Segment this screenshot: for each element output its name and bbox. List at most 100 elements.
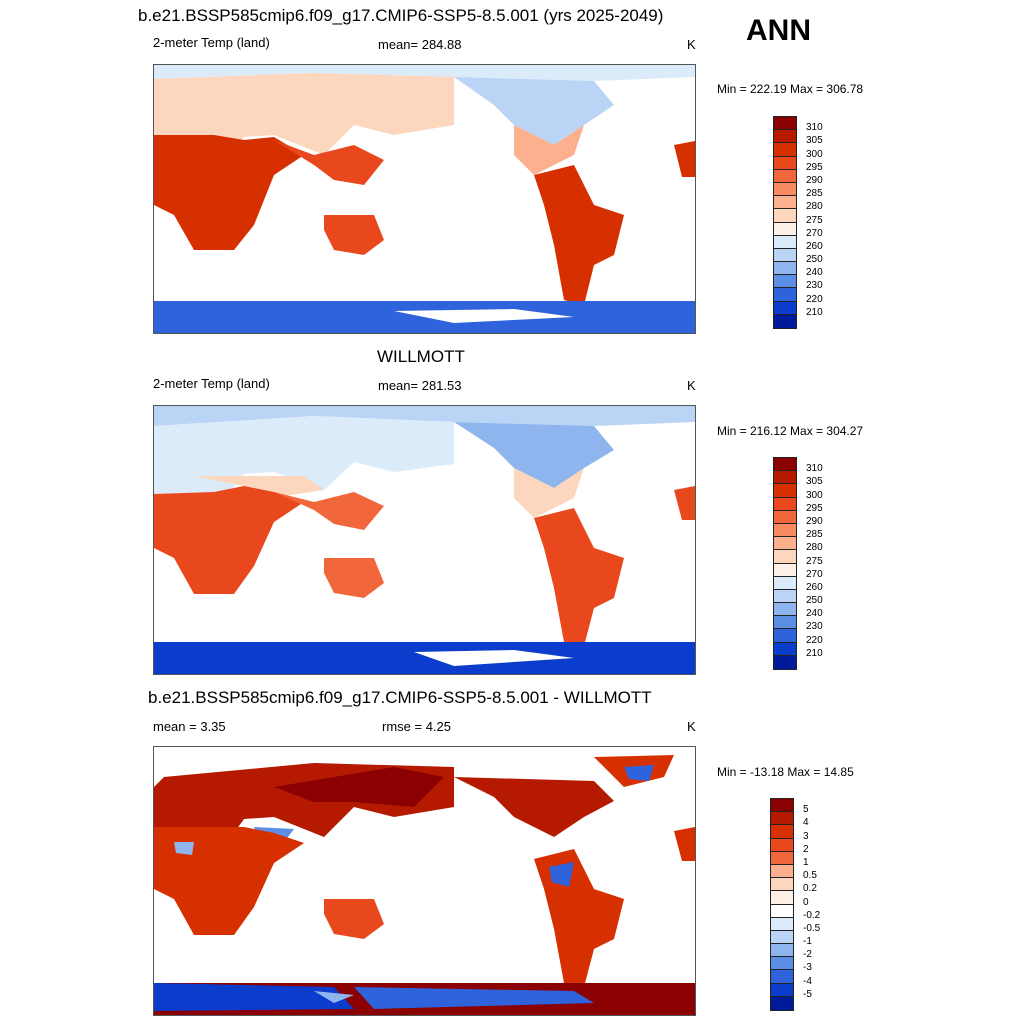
colorbar-swatch <box>774 130 796 144</box>
colorbar-swatch <box>774 471 796 485</box>
panel2-title: WILLMOTT <box>377 347 465 366</box>
colorbar-swatch <box>771 957 793 971</box>
colorbar-swatch <box>774 275 796 289</box>
colorbar-swatch <box>771 864 793 879</box>
panel2-map <box>153 405 696 675</box>
colorbar-tick-label: 300 <box>806 489 823 501</box>
colorbar-tick-label: 210 <box>806 306 823 318</box>
panel3-units-label: K <box>687 719 696 734</box>
panel3-mean-label: mean = 3.35 <box>153 719 226 734</box>
colorbar-tick-label: 250 <box>806 254 823 266</box>
colorbar-tick-label: 0.5 <box>803 870 817 882</box>
colorbar-swatch <box>771 799 793 813</box>
colorbar-tick-label: -5 <box>803 988 812 1000</box>
colorbar-swatch <box>771 944 793 958</box>
colorbar-tick-label: 4 <box>803 817 809 829</box>
colorbar-swatch <box>774 222 796 236</box>
colorbar-swatch <box>774 523 796 538</box>
panel1-title: b.e21.BSSP585cmip6.f09_g17.CMIP6-SSP5-8.… <box>138 6 664 25</box>
colorbar-tick-label: 310 <box>806 463 823 475</box>
colorbar-tick-label: 240 <box>806 608 823 620</box>
colorbar-tick-label: 260 <box>806 581 823 593</box>
colorbar-tick-label: 275 <box>806 214 823 226</box>
colorbar-swatch <box>774 563 796 577</box>
colorbar-swatch <box>774 629 796 643</box>
colorbar-swatch <box>771 838 793 852</box>
colorbar-tick-label: 1 <box>803 856 809 868</box>
colorbar-swatch <box>774 314 796 328</box>
panel2-continents <box>154 406 695 674</box>
colorbar-tick-label: 280 <box>806 542 823 554</box>
panel1-mean-label: mean= 284.88 <box>378 37 462 52</box>
panel3-rmse-label: rmse = 4.25 <box>382 719 452 734</box>
colorbar-tick-label: 250 <box>806 595 823 607</box>
panel3-minmax: Min = -13.18 Max = 14.85 <box>717 765 854 779</box>
colorbar-tick-label: 295 <box>806 161 823 173</box>
colorbar-tick-label: 5 <box>803 804 809 816</box>
panel1-colorbar-labels: 310 305 300 295 290 285 280 275 270 260 250 240 230 2… <box>806 116 846 329</box>
panel2-variable-label: 2-meter Temp (land) <box>153 376 270 391</box>
colorbar-tick-label: 305 <box>806 476 823 488</box>
colorbar-tick-label: 270 <box>806 227 823 239</box>
colorbar-tick-label: 305 <box>806 135 823 147</box>
colorbar-tick-label: 285 <box>806 529 823 541</box>
colorbar-swatch <box>774 537 796 551</box>
colorbar-swatch <box>774 288 796 302</box>
colorbar-swatch <box>774 655 796 669</box>
colorbar-swatch <box>774 117 796 131</box>
colorbar-swatch <box>774 497 796 511</box>
colorbar-swatch <box>771 930 793 945</box>
panel1-colorbar <box>773 116 797 329</box>
colorbar-tick-label: 2 <box>803 843 809 855</box>
colorbar-swatch <box>774 642 796 656</box>
panel2-mean-label: mean= 281.53 <box>378 378 462 393</box>
colorbar-swatch <box>771 812 793 826</box>
panel2-units-label: K <box>687 378 696 393</box>
colorbar-swatch <box>774 484 796 498</box>
colorbar-tick-label: -1 <box>803 936 812 948</box>
panel2-minmax: Min = 216.12 Max = 304.27 <box>717 424 864 438</box>
colorbar-tick-label: 0.2 <box>803 883 817 895</box>
colorbar-tick-label: 290 <box>806 515 823 527</box>
colorbar-swatch <box>771 825 793 839</box>
colorbar-tick-label: 240 <box>806 267 823 279</box>
colorbar-tick-label: 280 <box>806 201 823 213</box>
colorbar-swatch <box>771 970 793 984</box>
colorbar-tick-label: 285 <box>806 188 823 200</box>
colorbar-swatch <box>771 996 793 1010</box>
colorbar-swatch <box>774 550 796 564</box>
colorbar-swatch <box>774 616 796 630</box>
colorbar-swatch <box>774 589 796 604</box>
panel2-colorbar-labels: 310 305 300 295 290 285 280 275 270 260 250 240 230 2… <box>806 457 846 670</box>
colorbar-swatch <box>774 262 796 276</box>
colorbar-swatch <box>774 196 796 210</box>
colorbar-tick-label: 295 <box>806 502 823 514</box>
colorbar-tick-label: -4 <box>803 975 812 987</box>
colorbar-tick-label: 290 <box>806 174 823 186</box>
panel3-continents <box>154 755 695 1015</box>
colorbar-tick-label: -3 <box>803 962 812 974</box>
colorbar-swatch <box>771 983 793 997</box>
colorbar-tick-label: 270 <box>806 568 823 580</box>
colorbar-swatch <box>771 878 793 892</box>
colorbar-swatch <box>774 576 796 590</box>
panel3-colorbar-labels: 5 4 3 2 1 0.5 0.2 0 -0.2 -0.5 -1 -2 -3 -4 -5 <box>803 798 843 1011</box>
colorbar-tick-label: 300 <box>806 148 823 160</box>
colorbar-tick-label: -0.2 <box>803 909 821 921</box>
colorbar-swatch <box>774 209 796 223</box>
colorbar-swatch <box>774 458 796 472</box>
colorbar-swatch <box>774 248 796 263</box>
panel2-colorbar <box>773 457 797 670</box>
colorbar-swatch <box>774 156 796 170</box>
panel1-units-label: K <box>687 37 696 52</box>
colorbar-tick-label: 230 <box>806 621 823 633</box>
colorbar-swatch <box>774 169 796 183</box>
colorbar-tick-label: 260 <box>806 240 823 252</box>
colorbar-swatch <box>771 891 793 905</box>
panel3-colorbar <box>770 798 794 1011</box>
panel3-title: b.e21.BSSP585cmip6.f09_g17.CMIP6-SSP5-8.… <box>148 688 652 707</box>
panel1-continents <box>154 65 695 333</box>
colorbar-tick-label: 0 <box>803 896 809 908</box>
panel1-variable-label: 2-meter Temp (land) <box>153 35 270 50</box>
colorbar-swatch <box>774 301 796 315</box>
